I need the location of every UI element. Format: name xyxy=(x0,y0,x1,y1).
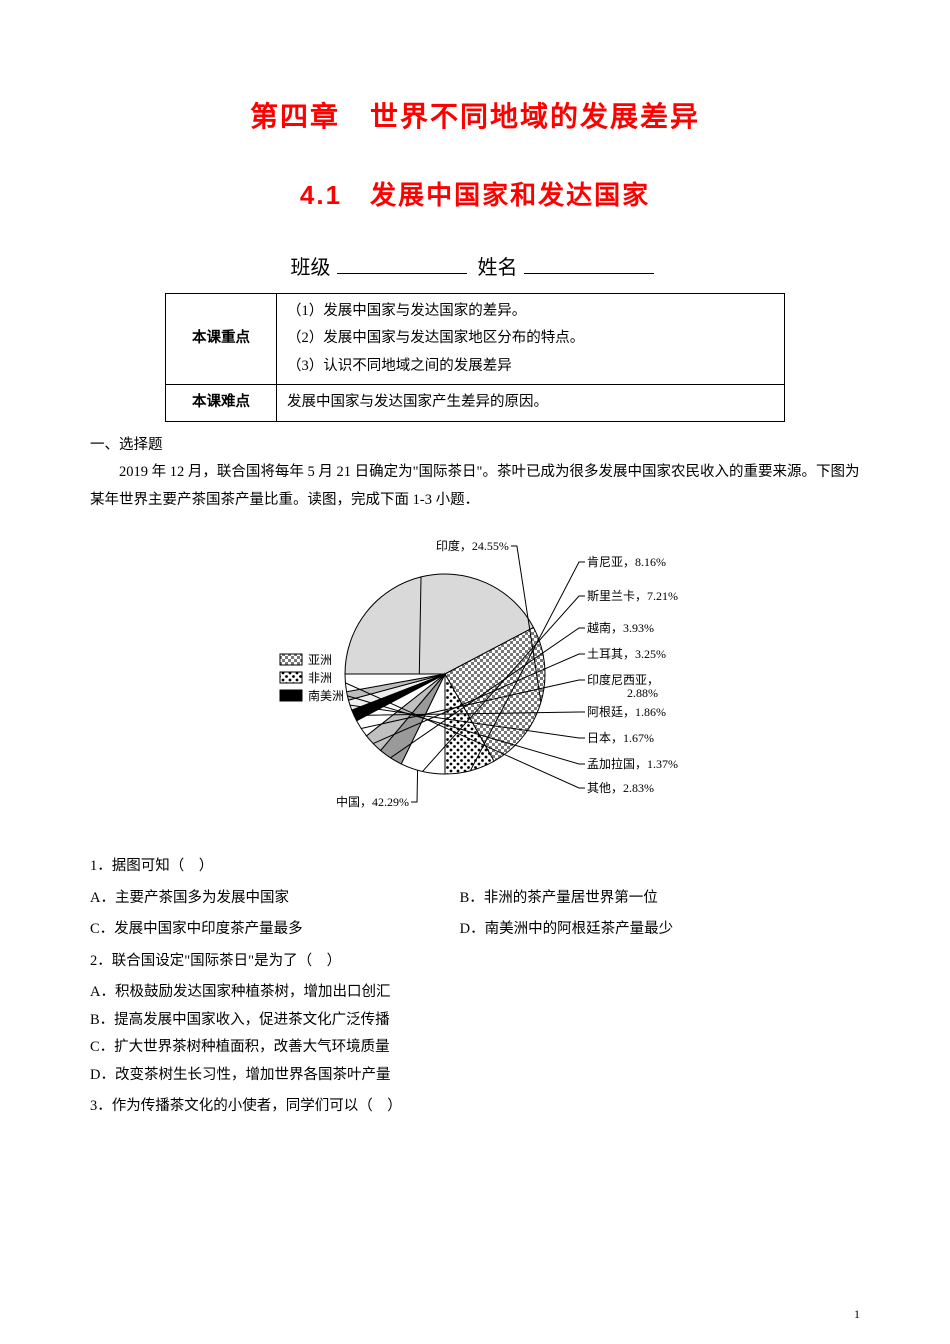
pie-label-中国: 中国，42.29% xyxy=(336,794,409,809)
intro-paragraph: 2019 年 12 月，联合国将每年 5 月 21 日确定为"国际茶日"。茶叶已… xyxy=(90,459,860,514)
q1-opt-d: D．南美洲中的阿根廷茶产量最少 xyxy=(460,916,830,944)
q1-options-row1: A．主要产茶国多为发展中国家 B．非洲的茶产量居世界第一位 xyxy=(90,885,860,913)
class-label: 班级 xyxy=(291,257,331,279)
page-number: 1 xyxy=(854,1303,860,1326)
legend-swatch-非洲 xyxy=(280,672,302,683)
focus-table: 本课重点 （1）发展中国家与发达国家的差异。 （2）发展中国家与发达国家地区分布… xyxy=(165,293,785,422)
class-blank xyxy=(337,253,467,274)
focus-line-3: （3）认识不同地域之间的发展差异 xyxy=(287,353,774,381)
pie-chart-container: 中国，42.29% 印度，24.55% 肯尼亚，8.16% 斯里兰卡，7.21% 越南，… xyxy=(90,524,860,835)
q2-opt-d: D．改变茶树生长习性，增加世界各国茶叶产量 xyxy=(90,1062,860,1090)
legend-swatch-南美洲 xyxy=(280,690,302,701)
q1-opt-b: B．非洲的茶产量居世界第一位 xyxy=(460,885,830,913)
q2-opt-b: B．提高发展中国家收入，促进茶文化广泛传播 xyxy=(90,1007,860,1035)
q2-opt-c: C．扩大世界茶树种植面积，改善大气环境质量 xyxy=(90,1034,860,1062)
chapter-title: 第四章 世界不同地域的发展差异 xyxy=(90,90,860,143)
q3-stem: 3．作为传播茶文化的小使者，同学们可以（ ） xyxy=(90,1093,860,1121)
q1-opt-a: A．主要产茶国多为发展中国家 xyxy=(90,885,460,913)
pie-label-阿根廷: 阿根廷，1.86% xyxy=(587,705,666,719)
pie-label-土耳其: 土耳其，3.25% xyxy=(587,647,666,661)
q2-options: A．积极鼓励发达国家种植茶树，增加出口创汇 B．提高发展中国家收入，促进茶文化广… xyxy=(90,979,860,1089)
legend-swatch-亚洲 xyxy=(280,654,302,665)
pie-label-日本: 日本，1.67% xyxy=(587,731,654,745)
pie-label-印度尼西亚: 印度尼西亚，2.88% xyxy=(587,672,659,700)
name-blank xyxy=(524,253,654,274)
q1-stem: 1．据图可知（ ） xyxy=(90,853,860,881)
legend-label-非洲: 非洲 xyxy=(308,671,332,685)
pie-label-斯里兰卡: 斯里兰卡，7.21% xyxy=(587,589,678,603)
q2-opt-a: A．积极鼓励发达国家种植茶树，增加出口创汇 xyxy=(90,979,860,1007)
q2-stem: 2．联合国设定"国际茶日"是为了（ ） xyxy=(90,948,860,976)
focus-row2-label: 本课难点 xyxy=(166,385,277,422)
focus-row2-content: 发展中国家与发达国家产生差异的原因。 xyxy=(277,385,785,422)
tea-production-pie-chart: 中国，42.29% 印度，24.55% 肯尼亚，8.16% 斯里兰卡，7.21% 越南，… xyxy=(225,524,725,824)
name-label: 姓名 xyxy=(478,257,518,279)
q1-options-row2: C．发展中国家中印度茶产量最多 D．南美洲中的阿根廷茶产量最少 xyxy=(90,916,860,944)
pie-label-印度: 印度，24.55% xyxy=(436,538,509,553)
pie-label-越南: 越南，3.93% xyxy=(587,620,654,635)
pie-label-肯尼亚: 肯尼亚，8.16% xyxy=(587,555,666,569)
legend-label-南美洲: 南美洲 xyxy=(308,688,344,703)
legend-label-亚洲: 亚洲 xyxy=(308,653,332,667)
focus-line-2: （2）发展中国家与发达国家地区分布的特点。 xyxy=(287,325,774,353)
focus-line-1: （1）发展中国家与发达国家的差异。 xyxy=(287,298,774,326)
section-title: 4.1 发展中国家和发达国家 xyxy=(90,171,860,220)
focus-row1-label: 本课重点 xyxy=(166,293,277,385)
section-1-head: 一、选择题 xyxy=(90,432,860,460)
focus-row1-content: （1）发展中国家与发达国家的差异。 （2）发展中国家与发达国家地区分布的特点。 … xyxy=(277,293,785,385)
q1-opt-c: C．发展中国家中印度茶产量最多 xyxy=(90,916,460,944)
pie-label-孟加拉国: 孟加拉国，1.37% xyxy=(587,756,678,771)
class-name-line: 班级 姓名 xyxy=(90,249,860,287)
pie-label-其他: 其他，2.83% xyxy=(587,781,654,795)
